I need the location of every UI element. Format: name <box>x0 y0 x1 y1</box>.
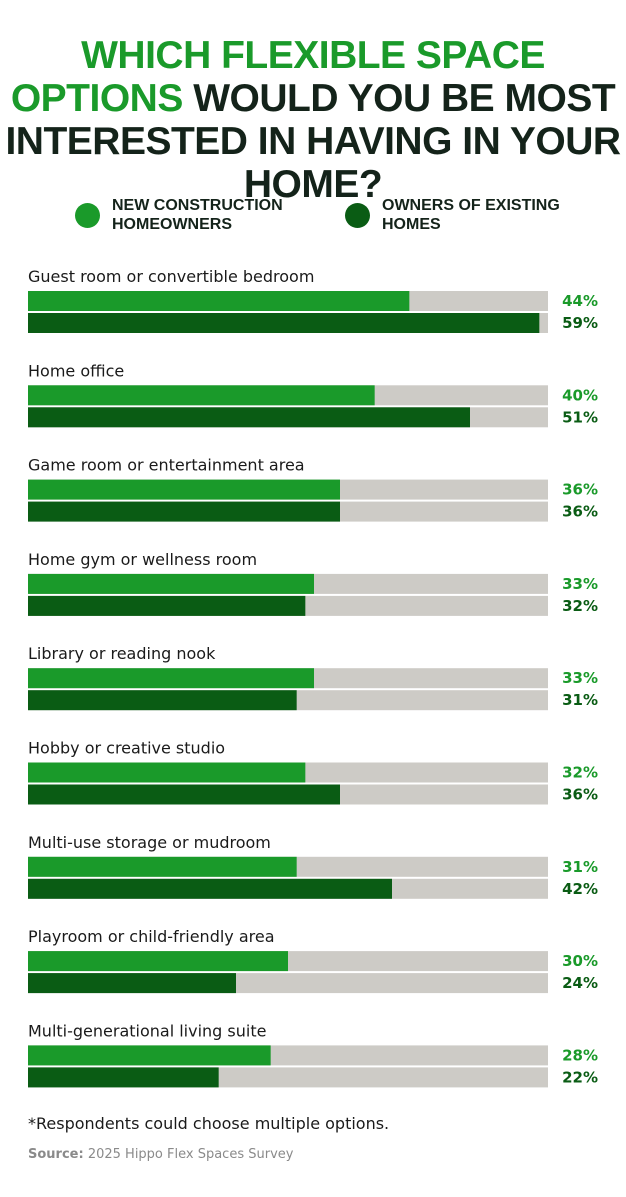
source-text: 2025 Hippo Flex Spaces Survey <box>87 1147 294 1162</box>
category-label: Home gym or wellness room <box>28 550 257 569</box>
value-label-existing: 31% <box>562 691 598 709</box>
legend-dot-new <box>75 202 100 228</box>
bar-new <box>28 856 297 877</box>
title-rest: would you be most interested in having i… <box>5 77 621 206</box>
bar-existing <box>28 973 236 994</box>
value-label-existing: 51% <box>562 408 598 426</box>
bar-new <box>28 762 306 783</box>
value-label-existing: 59% <box>562 314 598 332</box>
bar-existing <box>28 501 340 522</box>
value-label-new: 33% <box>562 669 598 687</box>
category-label: Multi-use storage or mudroom <box>28 833 271 852</box>
value-label-new: 30% <box>562 952 598 970</box>
bar-new <box>28 573 314 594</box>
chart-title: Which flexible space options would you b… <box>0 34 626 206</box>
legend-item-existing: OWNERS OF EXISTING HOMES <box>345 196 582 234</box>
value-label-existing: 42% <box>562 880 598 898</box>
legend-label-new: NEW CONSTRUCTION HOMEOWNERS <box>112 197 283 233</box>
category-label: Library or reading nook <box>28 644 216 663</box>
category-label: Guest room or convertible bedroom <box>28 267 314 286</box>
value-label-existing: 24% <box>562 974 598 992</box>
bar-new <box>28 385 375 406</box>
source-label: Source: <box>28 1147 84 1162</box>
category-label: Playroom or child-friendly area <box>28 927 275 946</box>
value-label-existing: 32% <box>562 597 598 615</box>
legend-dot-existing <box>345 202 370 228</box>
legend-item-new: NEW CONSTRUCTION HOMEOWNERS <box>75 196 312 234</box>
value-label-existing: 22% <box>562 1068 598 1086</box>
value-label-new: 31% <box>562 858 598 876</box>
title-highlight: Which flexible space options <box>10 34 546 120</box>
category-label: Hobby or creative studio <box>28 739 225 758</box>
category-label: Multi-generational living suite <box>28 1021 266 1040</box>
bar-new <box>28 291 410 311</box>
source: Source: 2025 Hippo Flex Spaces Survey <box>28 1147 293 1162</box>
value-label-new: 28% <box>562 1046 598 1064</box>
category-label: Game room or entertainment area <box>28 456 305 475</box>
value-label-new: 44% <box>562 292 598 310</box>
bar-existing <box>28 313 540 333</box>
bar-new <box>28 668 314 689</box>
value-label-new: 33% <box>562 575 598 593</box>
bar-existing <box>28 878 392 899</box>
value-label-new: 36% <box>562 481 598 499</box>
bar-new <box>28 951 288 972</box>
footnote: *Respondents could choose multiple optio… <box>28 1114 390 1133</box>
legend-label-existing: OWNERS OF EXISTING HOMES <box>382 197 560 233</box>
value-label-existing: 36% <box>562 786 598 804</box>
bar-new <box>28 1045 271 1066</box>
bar-new <box>28 479 340 500</box>
legend: NEW CONSTRUCTION HOMEOWNERS OWNERS OF EX… <box>0 196 626 236</box>
value-label-existing: 36% <box>562 503 598 521</box>
bar-existing <box>28 407 470 428</box>
value-label-new: 32% <box>562 764 598 782</box>
value-label-new: 40% <box>562 386 598 404</box>
category-label: Home office <box>28 361 124 380</box>
bar-existing <box>28 595 306 616</box>
bar-existing <box>28 690 297 711</box>
bar-existing <box>28 784 340 805</box>
bar-existing <box>28 1067 219 1088</box>
